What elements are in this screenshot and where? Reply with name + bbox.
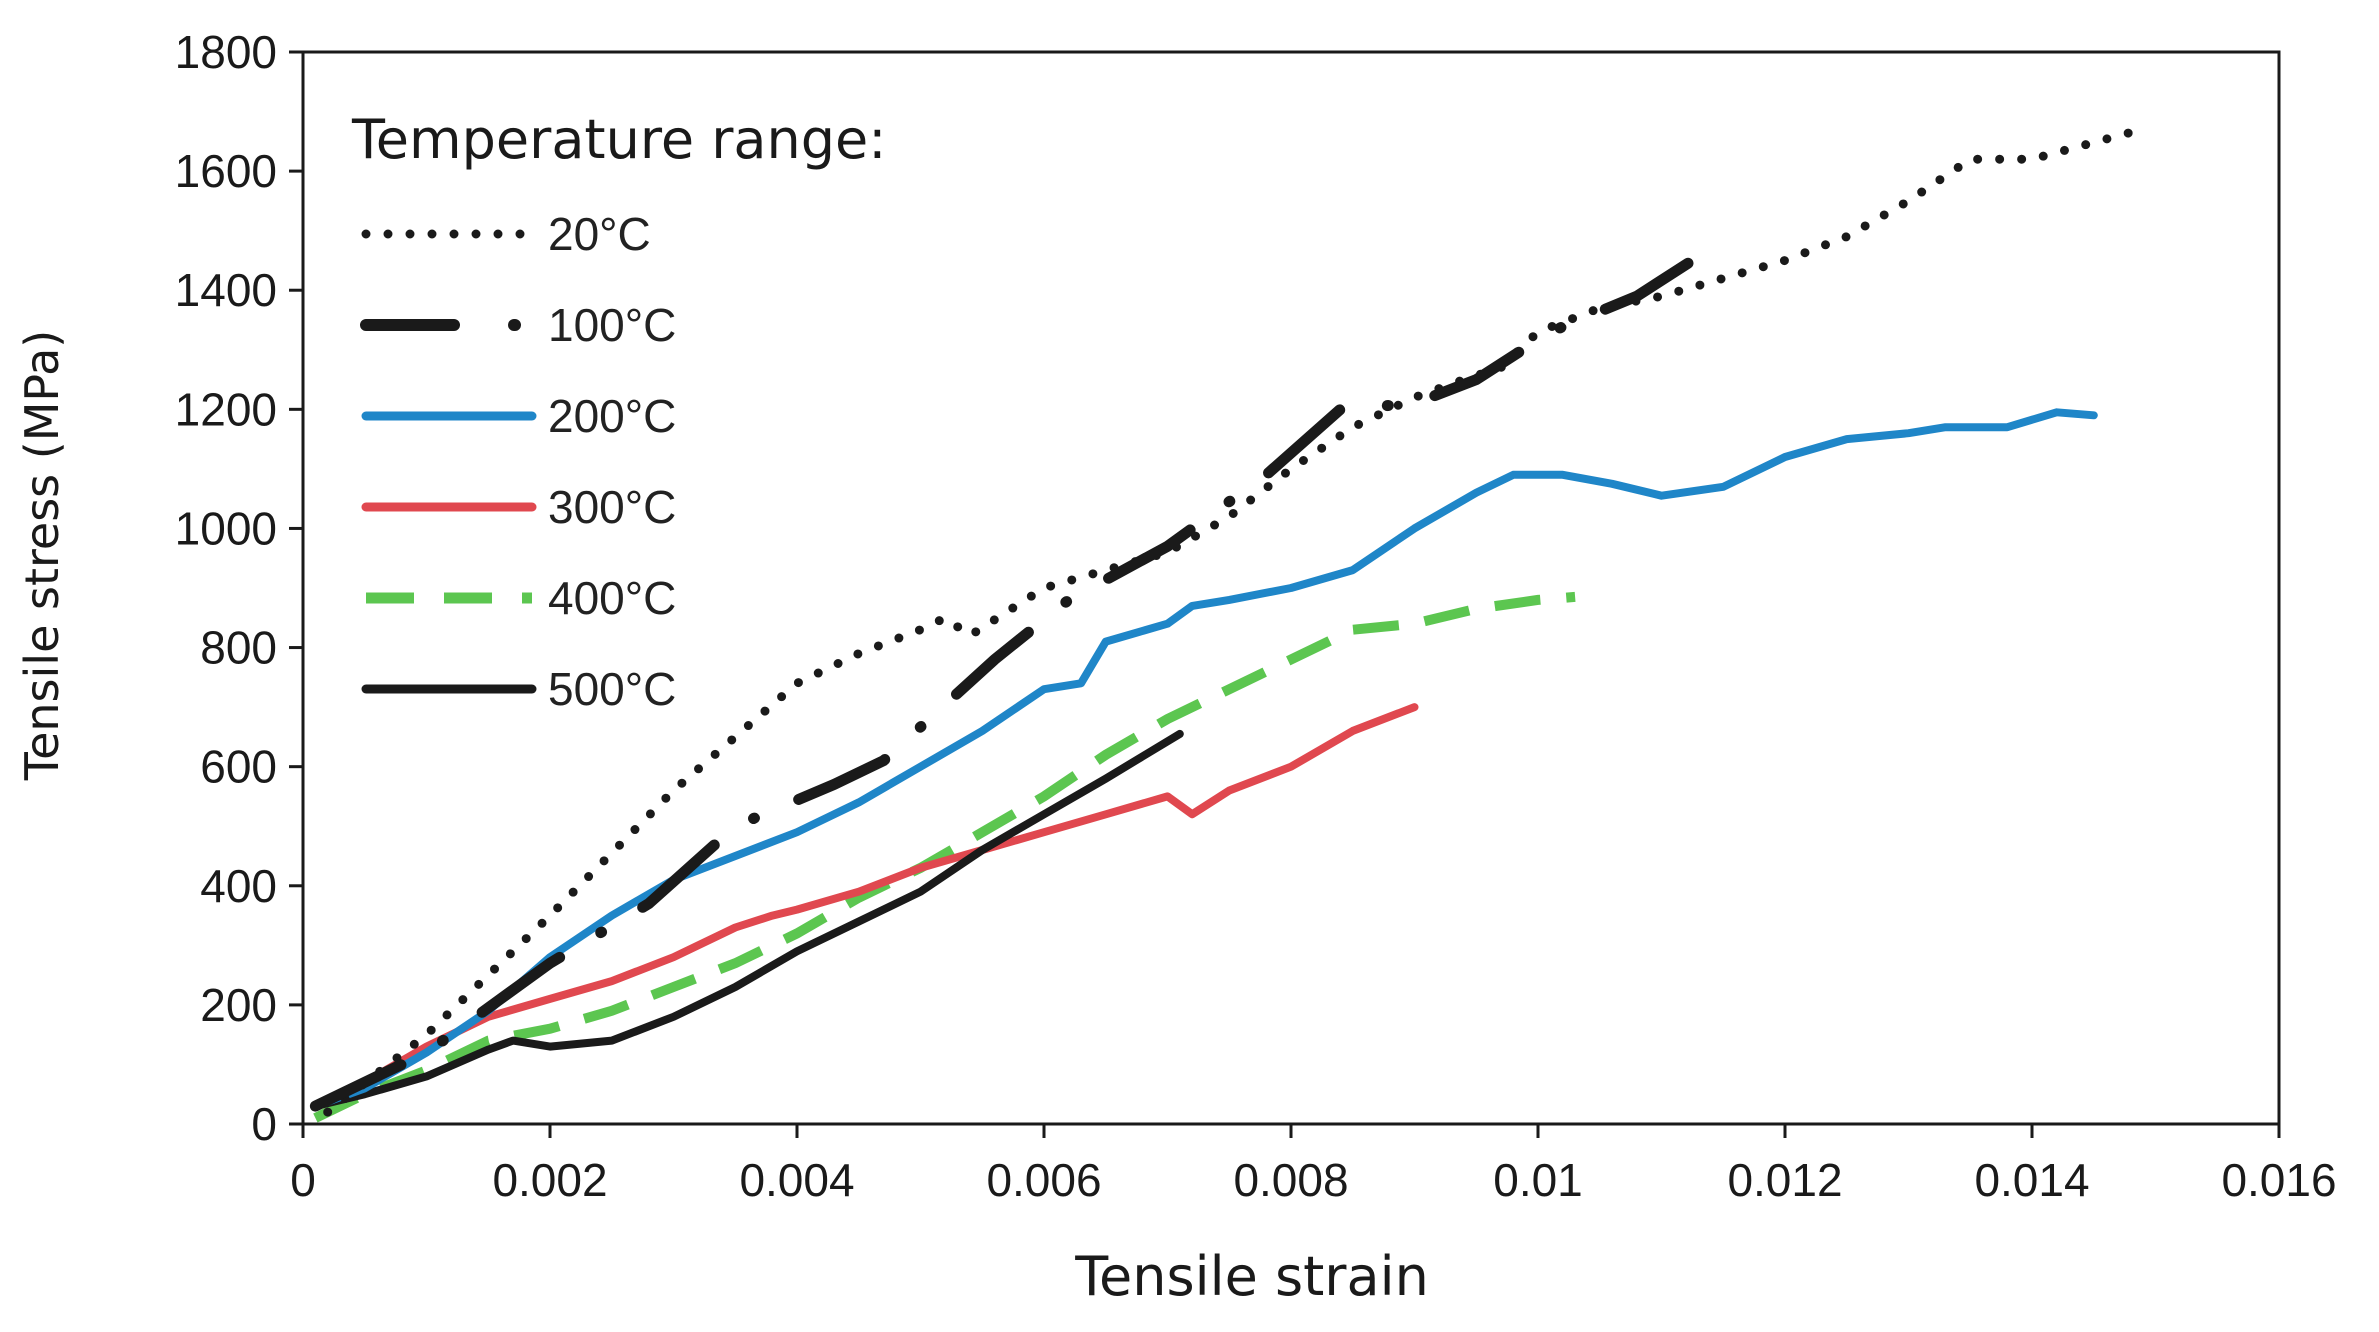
y-tick-label: 1600 <box>175 145 277 197</box>
x-tick-label: 0.002 <box>492 1154 607 1206</box>
x-tick-label: 0.01 <box>1493 1154 1583 1206</box>
series-layer <box>309 127 2136 1123</box>
x-tick-label: 0.006 <box>986 1154 1101 1206</box>
y-tick-label: 0 <box>251 1098 277 1150</box>
legend-label: 500°C <box>548 663 676 715</box>
y-tick-label: 400 <box>200 860 277 912</box>
series-line-400c <box>313 591 1576 1123</box>
x-axis-title: Tensile strain <box>1074 1245 1429 1308</box>
x-tick-label: 0.012 <box>1727 1154 1842 1206</box>
y-tick-label: 800 <box>200 622 277 674</box>
y-tick-label: 1000 <box>175 502 277 554</box>
series-line-200c <box>311 408 2098 1111</box>
series-line-100c <box>309 243 1717 1112</box>
y-tick-label: 1200 <box>175 383 277 435</box>
series-line-300c <box>311 703 1419 1111</box>
x-tick-label: 0 <box>290 1154 316 1206</box>
legend-label: 200°C <box>548 390 676 442</box>
series-line-500c <box>311 729 1184 1111</box>
legend-label: 100°C <box>548 299 676 351</box>
y-tick-label: 600 <box>200 741 277 793</box>
y-axis: 0 200 400 600 800 1000 1200 1400 1600 1800 <box>175 26 303 1150</box>
series-line-20c <box>323 127 2136 1117</box>
y-tick-label: 200 <box>200 979 277 1031</box>
legend-label: 20°C <box>548 208 651 260</box>
y-tick-label: 1800 <box>175 26 277 78</box>
legend: Temperature range: 20°C 100°C 200°C 300°C 40… <box>351 108 886 715</box>
legend-title: Temperature range: <box>351 108 886 171</box>
x-tick-label: 0.014 <box>1974 1154 2089 1206</box>
x-tick-label: 0.008 <box>1233 1154 1348 1206</box>
legend-label: 400°C <box>548 572 676 624</box>
x-tick-label: 0.004 <box>739 1154 854 1206</box>
y-tick-label: 1400 <box>175 264 277 316</box>
x-axis: 0 0.002 0.004 0.006 0.008 0.01 0.012 0.014 0.016 <box>290 1124 2337 1206</box>
legend-label: 300°C <box>548 481 676 533</box>
y-axis-title: Tensile stress (MPa) <box>15 330 69 781</box>
x-tick-label: 0.016 <box>2221 1154 2336 1206</box>
